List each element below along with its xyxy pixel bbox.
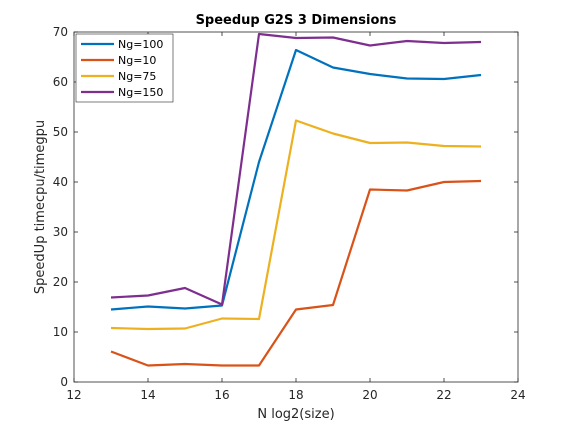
series-line-ng-10 [110, 179, 482, 367]
y-tick-label: 20 [53, 275, 68, 289]
plot-area: 12 14 16 18 20 22 24010203040506070Ng=100Ng=10… [53, 25, 526, 402]
y-tick-label: 10 [53, 325, 68, 339]
legend-label: Ng=10 [118, 54, 156, 67]
series-line-ng-75 [110, 119, 482, 331]
legend-box [75, 33, 174, 103]
legend-label: Ng=75 [118, 70, 156, 83]
y-tick-label: 70 [53, 25, 68, 39]
x-tick-label: 14 [140, 388, 155, 402]
y-tick-label: 40 [53, 175, 68, 189]
y-tick-label: 0 [60, 375, 68, 389]
y-axis-label: SpeedUp timecpu/timegpu [33, 120, 48, 294]
x-tick-label: 24 [510, 388, 525, 402]
chart-title: Speedup G2S 3 Dimensions [196, 13, 397, 28]
legend: Ng=100 Ng=10 Ng=75 Ng=150 [75, 33, 174, 103]
y-tick-label: 30 [53, 225, 68, 239]
x-tick-label: 20 [362, 388, 377, 402]
legend-label: Ng=150 [118, 86, 163, 99]
x-tick-label: 12 [66, 388, 81, 402]
x-tick-label: 18 [288, 388, 303, 402]
x-axis-label: N log2(size) [257, 407, 334, 422]
x-tick-label: 16 [214, 388, 229, 402]
series-line-ng-150 [110, 32, 482, 306]
legend-label: Ng=100 [118, 38, 163, 51]
x-tick-label: 22 [436, 388, 451, 402]
y-tick-label: 50 [53, 125, 68, 139]
y-tick-label: 60 [53, 75, 68, 89]
series-line-ng-100 [110, 48, 482, 311]
